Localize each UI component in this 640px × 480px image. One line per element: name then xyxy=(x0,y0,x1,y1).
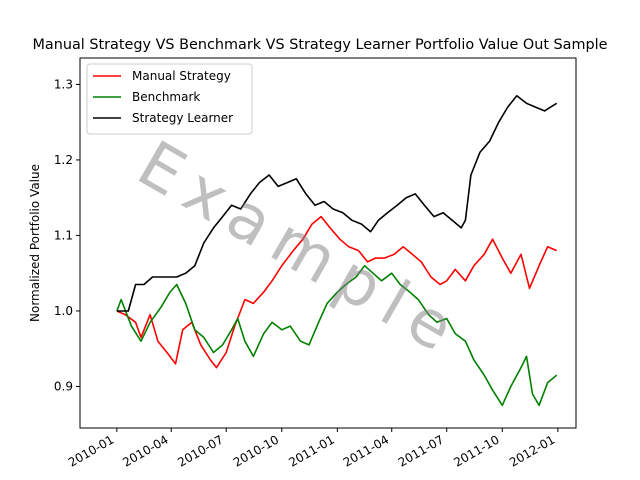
legend-label-2: Strategy Learner xyxy=(132,111,233,125)
x-tick-label: 2010-10 xyxy=(231,432,281,469)
legend-box xyxy=(86,63,253,135)
x-tick-label: 2011-10 xyxy=(451,432,501,469)
legend-label-0: Manual Strategy xyxy=(132,69,231,83)
series-line-1 xyxy=(116,264,558,407)
y-tick-label: 1.3 xyxy=(54,77,73,91)
series-line-0 xyxy=(116,215,558,369)
x-tick-label: 2010-04 xyxy=(120,432,170,469)
legend: Manual Strategy Benchmark Strategy Learner xyxy=(86,63,253,135)
plot-frame xyxy=(79,57,577,429)
y-tick-label: 0.9 xyxy=(54,379,73,393)
chart-title: Manual Strategy VS Benchmark VS Strategy… xyxy=(32,37,607,53)
x-tick-label: 2012-01 xyxy=(507,432,557,469)
y-axis: 0.9 1.0 1.1 1.2 1.3 xyxy=(54,77,80,393)
x-tick-label: 2010-01 xyxy=(66,432,116,469)
x-axis: 2010-01 2010-04 2010-07 2010-10 2011-01 2011-… xyxy=(66,428,559,470)
y-tick-label: 1.0 xyxy=(54,304,73,318)
series-line-2 xyxy=(116,95,558,312)
x-tick-label: 2010-07 xyxy=(175,432,225,469)
watermark-text: Example xyxy=(125,127,475,372)
series-layer xyxy=(116,95,558,407)
y-tick-label: 1.2 xyxy=(54,153,73,167)
legend-label-1: Benchmark xyxy=(132,90,200,104)
x-tick-label: 2011-04 xyxy=(341,432,391,469)
y-axis-label: Normalized Portfolio Value xyxy=(28,164,42,322)
x-tick-label: 2011-01 xyxy=(286,432,336,469)
y-tick-label: 1.1 xyxy=(54,228,73,242)
x-tick-label: 2011-07 xyxy=(396,432,446,469)
